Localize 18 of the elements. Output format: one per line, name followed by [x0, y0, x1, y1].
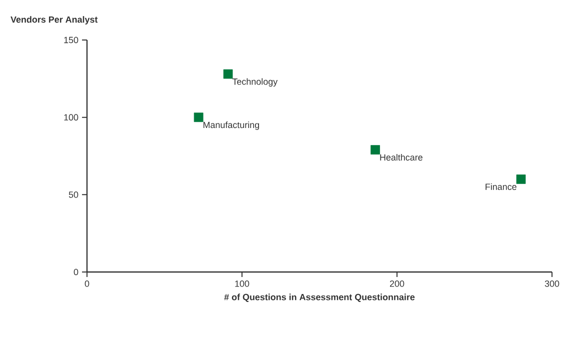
annotation: Healthcare	[380, 154, 422, 161]
annotation: Technology	[232, 78, 278, 87]
point	[223, 69, 233, 79]
x-tick-label: 200	[390, 280, 404, 287]
y-tick-label: 150	[64, 36, 78, 44]
annotation: Finance	[486, 183, 516, 190]
annotation: Manufacturing	[204, 122, 260, 130]
x-axis-title: # of Questions in Assessment Questionnaire	[224, 294, 415, 302]
y-tick-label: 0	[74, 268, 78, 276]
y-tick-label: 50	[68, 191, 78, 198]
x-tick-label: 300	[544, 280, 560, 287]
x-tick-label: 0	[84, 280, 90, 287]
y-axis-title: Vendors Per Analyst	[10, 16, 98, 24]
y-tick-label: 100	[64, 114, 78, 121]
x-tick-label: 100	[235, 280, 250, 287]
point	[194, 112, 204, 122]
point	[516, 174, 526, 184]
point	[370, 145, 380, 154]
